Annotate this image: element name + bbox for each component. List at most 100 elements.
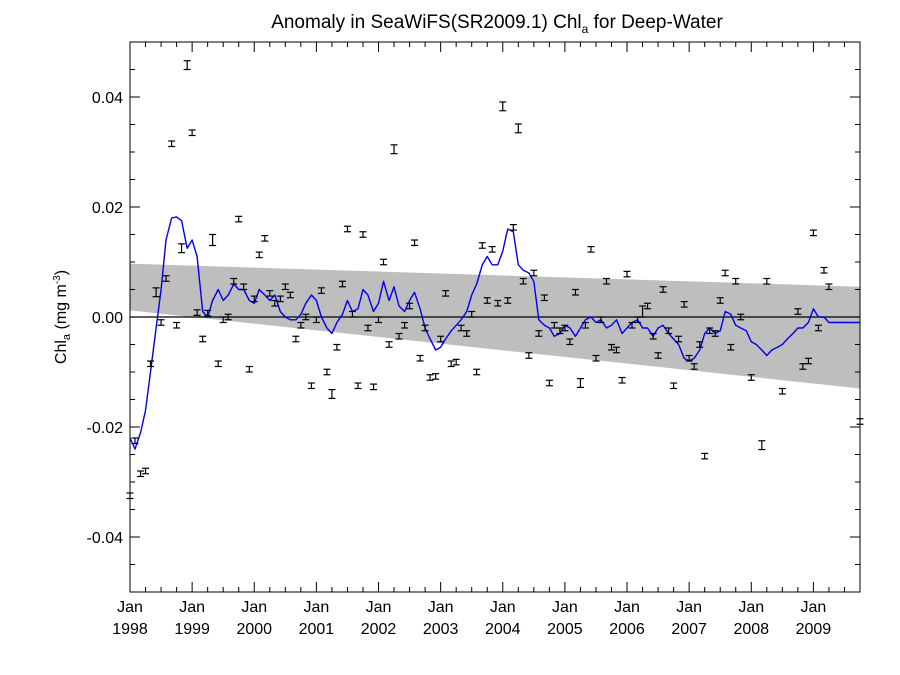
x-tick-label-year: 1998: [112, 621, 148, 638]
errorbar-point: [820, 266, 828, 274]
errorbar-point: [178, 243, 186, 254]
y-axis-label-subscript: a: [61, 333, 73, 340]
errorbar-point: [447, 360, 455, 368]
errorbar-point: [209, 233, 217, 247]
errorbar-point: [432, 373, 440, 380]
x-tick-label-year: 2007: [671, 621, 707, 638]
errorbar-point: [348, 310, 356, 318]
errorbar-point: [323, 368, 331, 376]
errorbar-point: [763, 277, 771, 285]
errorbar-point: [250, 295, 258, 303]
errorbar-point: [732, 277, 740, 285]
confidence-band-layer: [130, 263, 860, 389]
errorbar-point: [452, 358, 460, 366]
errorbar-point: [302, 313, 310, 321]
y-tick-label: 0.04: [92, 90, 123, 107]
x-tick-label-year: 2006: [609, 621, 645, 638]
y-tick-label: 0.00: [92, 310, 123, 327]
errorbar-point: [794, 308, 802, 315]
y-tick-label: -0.04: [87, 530, 124, 547]
x-tick-label-year: 2002: [361, 621, 397, 638]
x-tick-label-month: Jan: [117, 599, 143, 616]
errorbar-point: [675, 335, 683, 343]
errorbar-point: [204, 309, 212, 317]
smoothed-line-layer: [129, 216, 860, 450]
errorbar-point: [359, 231, 367, 238]
errorbar-point: [571, 288, 579, 296]
errorbar-point: [514, 123, 522, 134]
errorbar-point: [561, 324, 569, 332]
errorbar-point: [737, 313, 745, 321]
errorbar-point: [297, 321, 305, 329]
y-axis-label: Chla (mg m-3): [52, 270, 73, 364]
x-tick-label-month: Jan: [676, 599, 702, 616]
errorbar-point: [271, 299, 279, 307]
errorbar-point: [814, 324, 822, 332]
x-tick-label-month: Jan: [801, 599, 827, 616]
errorbar-point: [576, 378, 584, 388]
errorbar-point: [286, 291, 294, 299]
errorbar-point: [245, 365, 253, 373]
errorbar-point: [390, 144, 398, 155]
x-tick-label-year: 2000: [236, 621, 272, 638]
x-tick-label-month: Jan: [366, 599, 392, 616]
errorbar-point: [343, 225, 351, 233]
errorbar-point: [276, 295, 284, 303]
errorbar-point: [747, 374, 755, 381]
errorbar-point: [183, 60, 191, 71]
errorbar-point: [654, 352, 662, 359]
errorbar-point: [706, 327, 714, 335]
x-tick-label-year: 2009: [796, 621, 832, 638]
errorbar-point: [370, 383, 378, 391]
errorbar-point: [545, 379, 553, 387]
errorbar-point: [540, 294, 548, 302]
errorbar-point: [478, 242, 486, 249]
x-tick-label-year: 2004: [485, 621, 521, 638]
errorbar-point: [385, 341, 393, 348]
errorbar-point: [665, 327, 673, 335]
errorbar-point: [716, 297, 724, 304]
errorbar-point: [131, 437, 139, 445]
errorbar-point: [317, 287, 325, 294]
errorbar-point: [292, 335, 300, 343]
x-tick-label-month: Jan: [552, 599, 578, 616]
chart-title-subscript: a: [582, 22, 589, 36]
errorbar-point: [421, 324, 429, 332]
errorbar-point: [727, 343, 735, 351]
chart-title: Anomaly in SeaWiFS(SR2009.1) Chla for De…: [271, 12, 723, 36]
errorbar-point: [612, 346, 620, 354]
x-tick-label-month: Jan: [738, 599, 764, 616]
errorbar-point: [581, 321, 589, 329]
errorbar-point: [261, 235, 269, 242]
x-tick-label-year: 2003: [423, 621, 459, 638]
errorbar-point: [328, 389, 336, 399]
errorbar-point: [825, 283, 833, 291]
x-tick-label-year: 2008: [733, 621, 769, 638]
errorbar-point: [592, 354, 600, 362]
errorbar-point: [623, 270, 631, 278]
errorbar-point: [804, 357, 812, 365]
errorbar-point: [607, 343, 615, 351]
errorbar-point: [375, 316, 383, 324]
errorbar-point: [519, 277, 527, 285]
errorbar-point: [401, 321, 409, 329]
errorbar-layer: [126, 60, 864, 500]
errorbar-point: [219, 316, 227, 324]
errorbar-point: [188, 129, 196, 137]
errorbar-point: [266, 290, 274, 297]
errorbar-point: [711, 330, 719, 337]
errorbar-point: [142, 467, 150, 475]
x-tick-label-month: Jan: [241, 599, 267, 616]
errorbar-point: [680, 301, 688, 308]
y-tick-label: 0.02: [92, 200, 123, 217]
errorbar-point: [338, 280, 346, 288]
x-tick-label-month: Jan: [490, 599, 516, 616]
errorbar-point: [214, 360, 222, 368]
errorbar-point: [483, 297, 491, 304]
x-tick-label-month: Jan: [179, 599, 205, 616]
errorbar-point: [406, 302, 414, 310]
errorbar-point: [281, 283, 289, 291]
errorbar-point: [333, 343, 341, 351]
y-tick-label: -0.02: [87, 420, 124, 437]
